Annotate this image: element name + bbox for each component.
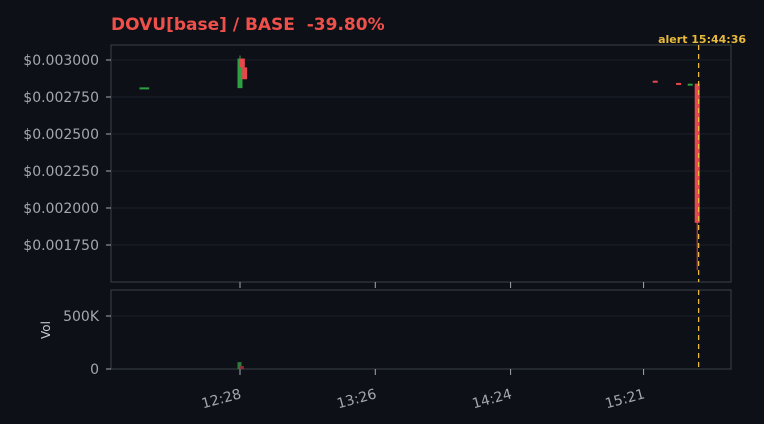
volume-tick-label: 0 [90,362,99,378]
x-tick-label: 14:24 [471,386,514,412]
candle-body [239,58,245,68]
price-tick-label: $0.001750 [23,238,99,254]
volume-bar [237,362,242,369]
volume-panel-frame [110,289,732,370]
candle-body [139,87,145,90]
volume-tick-label: 500K [63,309,100,325]
candle-body [694,83,700,223]
volume-axis-label: Vol [39,321,53,339]
volume-bar [239,366,244,369]
x-tick-label: 15:21 [603,386,646,412]
price-tick-label: $0.002750 [23,90,99,106]
price-tick-label: $0.002500 [23,127,99,143]
alert-label: alert 15:44:36 [658,33,746,46]
candle-body [144,87,150,90]
x-tick-label: 13:26 [335,386,378,412]
chart-title: DOVU[base] / BASE -39.80% [111,15,385,35]
price-panel-frame [110,44,732,283]
candle-body [687,83,693,86]
candle-body [676,82,682,85]
candle-body [652,80,658,83]
candle-body [242,67,248,80]
price-tick-label: $0.002250 [23,164,99,180]
x-tick-label: 12:28 [200,386,243,412]
candle-body [237,58,243,89]
price-tick-label: $0.003000 [23,53,99,69]
price-tick-label: $0.002000 [23,201,99,217]
